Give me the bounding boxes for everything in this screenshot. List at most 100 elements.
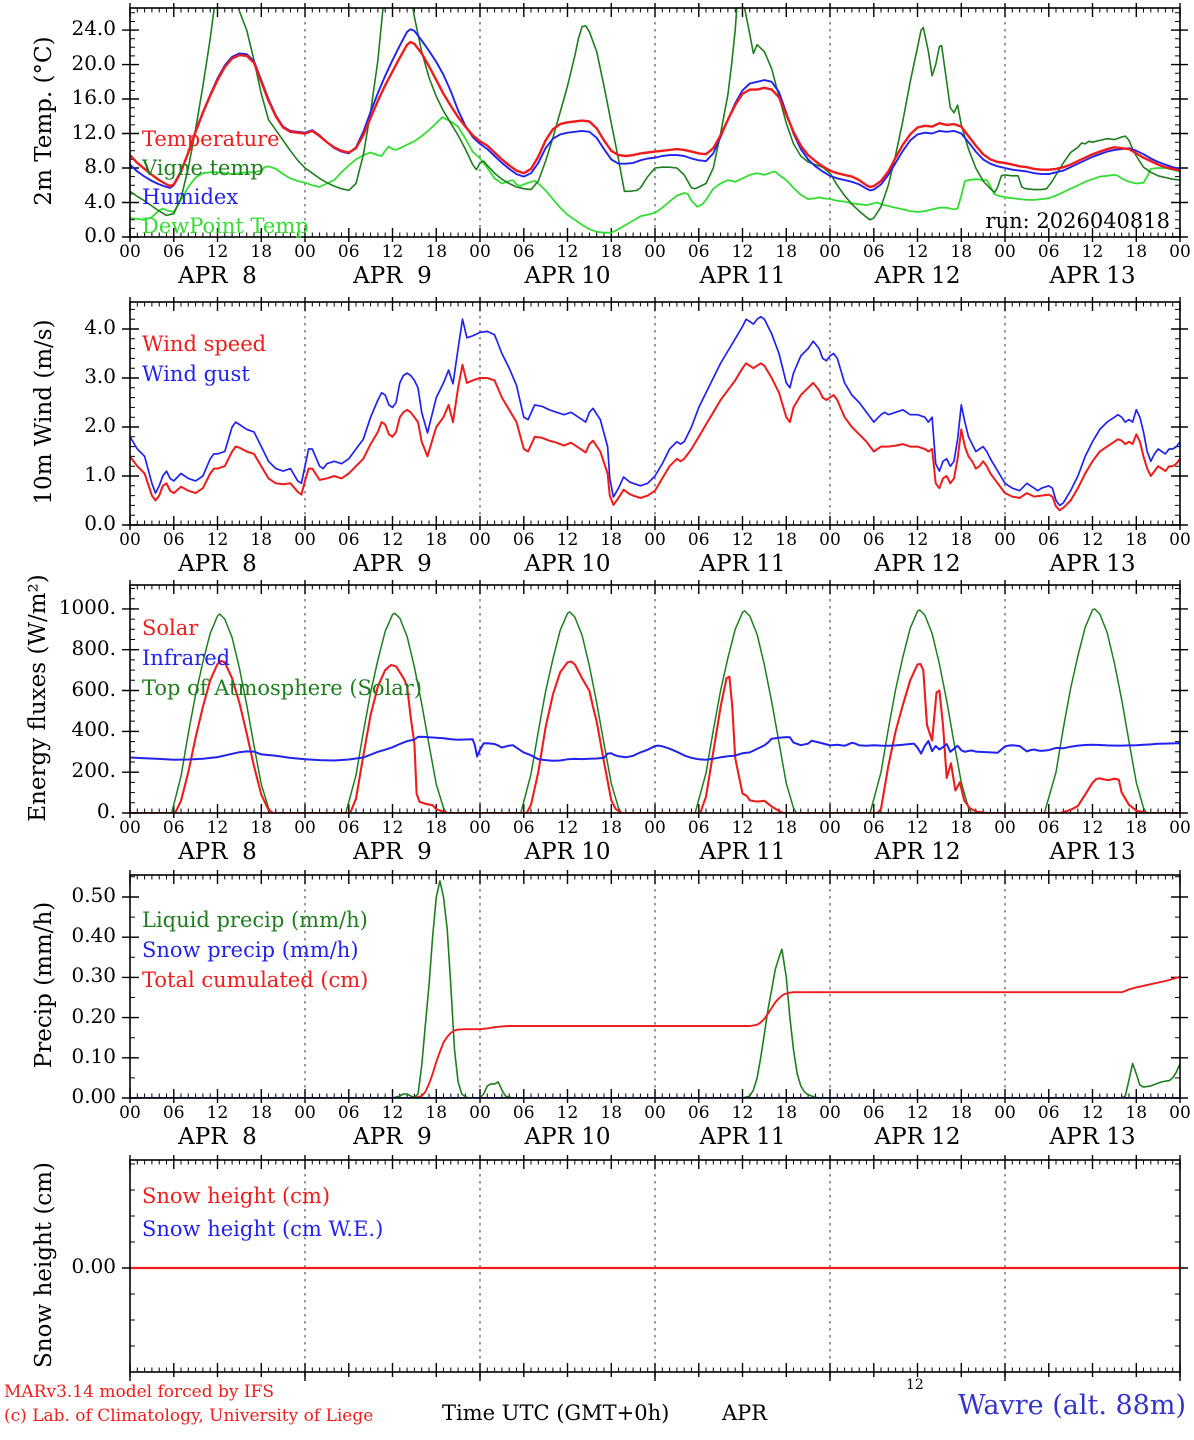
y-tick-label: 4.0 <box>84 314 116 339</box>
hour-tick-label: 06 <box>862 530 885 550</box>
hour-tick-label: 06 <box>337 242 360 262</box>
hour-tick-label: 06 <box>162 818 185 838</box>
day-label: APR 8 <box>178 839 257 865</box>
legend-item: Wind speed <box>142 332 267 356</box>
hour-tick-label: 18 <box>950 530 973 550</box>
y-tick-label: 16.0 <box>71 85 116 110</box>
day-label: APR 10 <box>524 263 611 289</box>
legend-item: Total cumulated (cm) <box>142 968 369 992</box>
hour-tick-label: 00 <box>469 1103 491 1123</box>
y-tick-label: 1000. <box>58 594 116 619</box>
hour-tick-label: 06 <box>1037 818 1060 838</box>
hour-tick-label: 00 <box>644 530 666 550</box>
hour-tick-label: 12 <box>556 1103 579 1123</box>
hour-tick-label: 18 <box>250 818 273 838</box>
hour-tick-label: 00 <box>994 818 1016 838</box>
hour-tick-label: 18 <box>950 818 973 838</box>
day-label: APR 13 <box>1049 551 1136 577</box>
hour-tick-label: 12 <box>731 530 754 550</box>
series-line <box>130 362 1180 512</box>
hour-tick-label: 06 <box>162 1103 185 1123</box>
hour-tick-label: 18 <box>1125 818 1148 838</box>
day-label: APR 13 <box>1049 263 1136 289</box>
y-tick-label: 0.0 <box>84 511 116 535</box>
y-tick-label: 0.50 <box>71 882 116 907</box>
footer-stray-12: 12 <box>906 1377 924 1393</box>
day-label: APR 13 <box>1049 1124 1136 1150</box>
hour-tick-label: 12 <box>206 818 229 838</box>
hour-tick-label: 18 <box>775 242 798 262</box>
day-label: APR 11 <box>699 839 786 865</box>
y-tick-label: 3.0 <box>84 363 116 388</box>
hour-tick-label: 06 <box>337 818 360 838</box>
hour-tick-label: 18 <box>425 530 448 550</box>
hour-tick-label: 18 <box>1125 1103 1148 1123</box>
hour-tick-label: 18 <box>775 1103 798 1123</box>
hour-tick-label: 06 <box>1037 530 1060 550</box>
hour-tick-label: 06 <box>337 530 360 550</box>
hour-tick-label: 12 <box>906 242 929 262</box>
hour-tick-label: 06 <box>862 1103 885 1123</box>
y-tick-label: 20.0 <box>71 50 116 75</box>
footer-credit-model: MARv3.14 model forced by IFS <box>4 1382 275 1402</box>
hour-tick-label: 00 <box>819 818 841 838</box>
hour-tick-label: 00 <box>644 242 666 262</box>
hour-tick-label: 18 <box>250 242 273 262</box>
hour-tick-label: 00 <box>294 530 316 550</box>
hour-tick-label: 00 <box>119 1103 141 1123</box>
hour-tick-label: 00 <box>469 818 491 838</box>
hour-tick-label: 18 <box>1125 530 1148 550</box>
legend-item: Vigne temp <box>142 156 264 180</box>
hour-tick-label: 00 <box>994 242 1016 262</box>
panel-1 <box>122 297 1188 530</box>
day-label: APR 9 <box>353 551 432 577</box>
day-label: APR 9 <box>353 263 432 289</box>
hour-tick-label: 00 <box>294 1103 316 1123</box>
legend-item: Liquid precip (mm/h) <box>142 908 368 932</box>
y-tick-label: 12.0 <box>71 119 116 144</box>
hour-tick-label: 12 <box>731 818 754 838</box>
hour-tick-label: 18 <box>600 242 623 262</box>
series-line <box>130 315 1180 507</box>
hour-tick-label: 18 <box>950 242 973 262</box>
hour-tick-label: 12 <box>906 530 929 550</box>
hour-tick-label: 06 <box>862 818 885 838</box>
hour-tick-label: 12 <box>206 530 229 550</box>
panel-3 <box>122 870 1188 1103</box>
hour-tick-label: 00 <box>119 818 141 838</box>
hour-tick-label: 18 <box>600 1103 623 1123</box>
hour-tick-label: 06 <box>162 242 185 262</box>
legend-item: Snow precip (mm/h) <box>142 938 359 962</box>
hour-tick-label: 06 <box>687 1103 710 1123</box>
day-label: APR 13 <box>1049 839 1136 865</box>
y-tick-label: 0.00 <box>71 1253 116 1278</box>
footer-credit-lab: (c) Lab. of Climatology, University of L… <box>4 1406 374 1426</box>
day-label: APR 12 <box>874 263 961 289</box>
footer-time-axis-label: Time UTC (GMT+0h) <box>442 1401 670 1425</box>
day-label: APR 12 <box>874 551 961 577</box>
hour-tick-label: 06 <box>512 242 535 262</box>
y-tick-label: 0.40 <box>71 923 116 948</box>
series-line <box>130 116 1180 234</box>
legend-item: Snow height (cm W.E.) <box>142 1217 384 1241</box>
hour-tick-label: 00 <box>294 818 316 838</box>
hour-tick-label: 18 <box>425 242 448 262</box>
hour-tick-label: 06 <box>1037 242 1060 262</box>
y-tick-label: 0.20 <box>71 1003 116 1028</box>
hour-tick-label: 00 <box>819 530 841 550</box>
legend-item: Temperature <box>142 127 280 151</box>
y-tick-label: 0.00 <box>71 1084 116 1108</box>
hour-tick-label: 18 <box>775 818 798 838</box>
day-label: APR 10 <box>524 1124 611 1150</box>
y-tick-label: 24.0 <box>71 16 116 41</box>
hour-tick-label: 12 <box>556 818 579 838</box>
legend-item: Infrared <box>142 646 231 670</box>
day-label: APR 11 <box>699 263 786 289</box>
hour-tick-label: 12 <box>206 242 229 262</box>
legend-item: Solar <box>142 616 199 640</box>
day-label: APR 8 <box>178 263 257 289</box>
day-label: APR 12 <box>874 839 961 865</box>
day-label: APR 10 <box>524 839 611 865</box>
hour-tick-label: 06 <box>162 530 185 550</box>
